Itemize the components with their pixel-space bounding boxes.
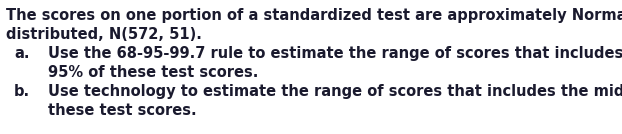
Text: Use technology to estimate the range of scores that includes the middle 90% of: Use technology to estimate the range of …: [48, 84, 622, 99]
Text: a.: a.: [14, 46, 29, 61]
Text: b.: b.: [14, 84, 30, 99]
Text: The scores on one portion of a standardized test are approximately Normally: The scores on one portion of a standardi…: [6, 8, 622, 23]
Text: distributed, N(572, 51).: distributed, N(572, 51).: [6, 27, 202, 42]
Text: these test scores.: these test scores.: [48, 103, 197, 118]
Text: Use the 68-95-99.7 rule to estimate the range of scores that includes the middle: Use the 68-95-99.7 rule to estimate the …: [48, 46, 622, 61]
Text: 95% of these test scores.: 95% of these test scores.: [48, 65, 258, 80]
